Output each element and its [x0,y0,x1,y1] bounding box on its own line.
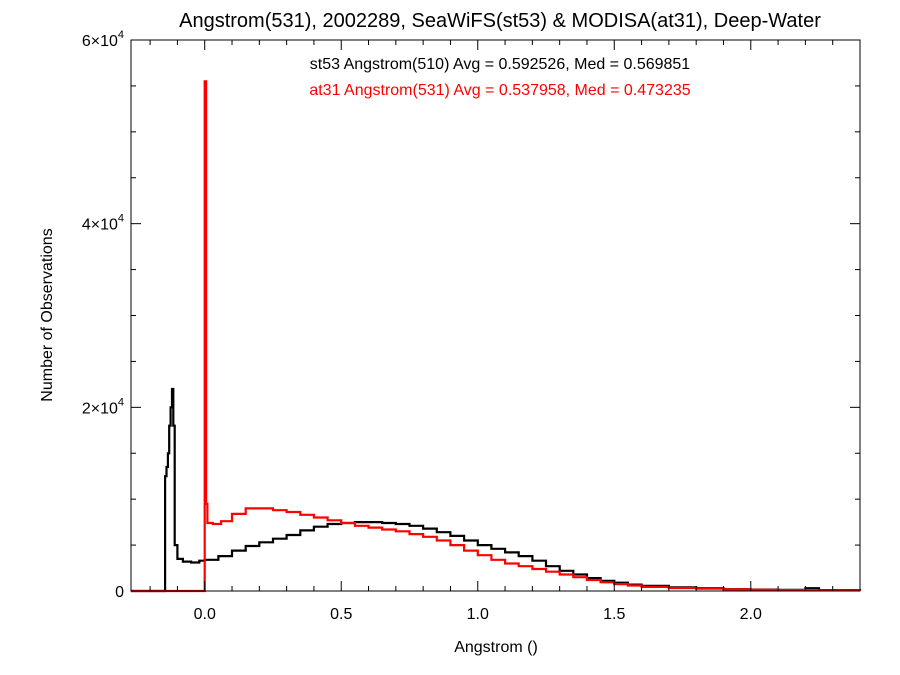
y-tick-label-exponent: 4 [118,396,124,408]
y-tick-label: 4×104 [82,213,124,234]
x-tick-label: 1.0 [467,606,489,623]
x-axis-label: Angstrom () [454,639,538,656]
plot-frame [130,39,861,592]
y-tick-label: 2×104 [82,396,124,417]
y-tick-label-exponent: 4 [118,29,124,41]
y-tick-label-base: 0 [115,584,124,601]
y-tick-label-exponent: 4 [118,213,124,225]
x-tick-label: 1.5 [603,606,625,623]
y-tick-label-base: 6×10 [82,33,118,50]
x-tick-label: 2.0 [740,606,762,623]
annotation-at31: at31 Angstrom(531) Avg = 0.537958, Med =… [309,82,690,99]
annotation-st53: st53 Angstrom(510) Avg = 0.592526, Med =… [310,56,691,73]
x-tick-label: 0.0 [194,606,216,623]
x-tick-label: 0.5 [330,606,352,623]
series-line-1 [131,80,862,593]
series-layer [131,80,862,593]
chart-title: Angstrom(531), 2002289, SeaWiFS(st53) & … [179,10,821,32]
y-tick-label: 6×104 [82,29,124,50]
y-tick-label: 0 [115,584,124,601]
y-axis-label: Number of Observations [39,228,56,401]
y-tick-label-base: 2×10 [82,400,118,417]
y-tick-label-base: 4×10 [82,217,118,234]
